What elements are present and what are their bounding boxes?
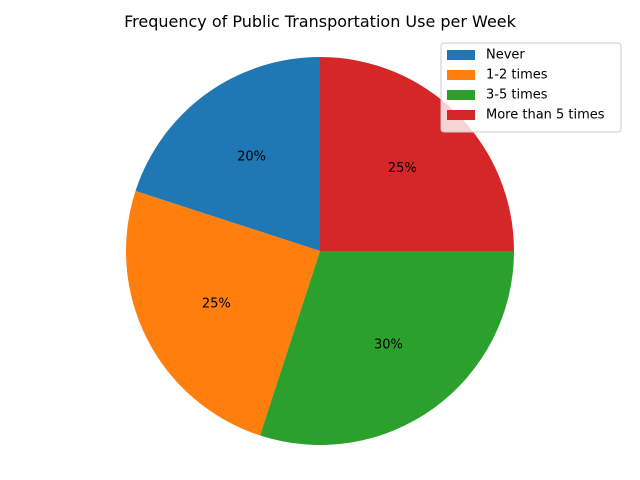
legend-swatch-more-than-5-times	[447, 110, 475, 120]
pie-slice-never	[135, 57, 320, 251]
legend-swatch-never	[447, 50, 475, 60]
legend-label-3-5-times: 3-5 times	[486, 88, 548, 103]
pie-slice-3-5-times	[260, 251, 514, 445]
legend-frame	[440, 42, 622, 133]
pie-percent-labels: 20% 25% 30% 25%	[202, 149, 417, 352]
legend-swatch-1-2-times	[447, 70, 475, 80]
legend: Never 1-2 times 3-5 times More than 5 times	[440, 42, 622, 133]
pie-slice-1-2-times	[126, 191, 320, 436]
chart-title: Frequency of Public Transportation Use p…	[124, 12, 517, 31]
legend-label-1-2-times: 1-2 times	[486, 68, 548, 83]
legend-swatch-3-5-times	[447, 90, 475, 100]
pie-slice-more-than-5-times	[320, 57, 514, 251]
legend-label-never: Never	[486, 48, 525, 63]
pie-slices	[126, 57, 514, 445]
pie-label-3-5-times: 30%	[374, 338, 403, 353]
legend-label-more-than-5-times: More than 5 times	[486, 108, 605, 123]
pie-label-never: 20%	[237, 149, 266, 164]
pie-label-more-than-5-times: 25%	[388, 161, 417, 176]
pie-label-1-2-times: 25%	[202, 296, 231, 311]
